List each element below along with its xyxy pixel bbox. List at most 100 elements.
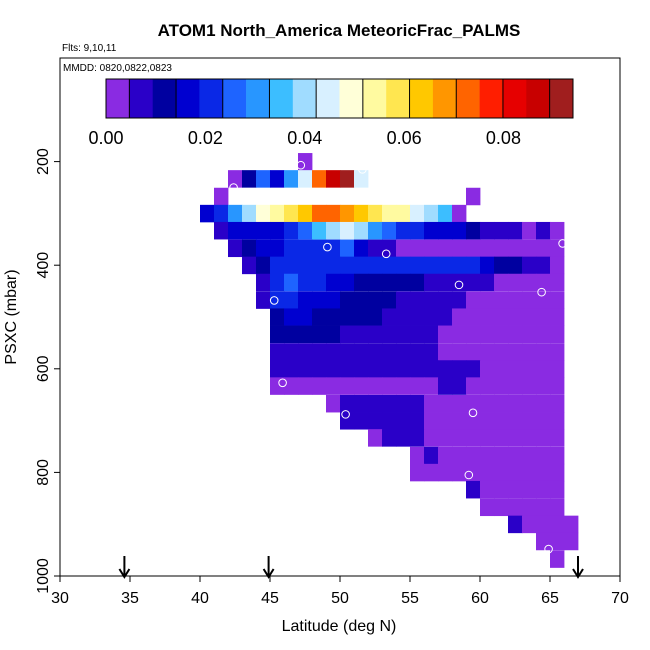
heatmap-cell [466,463,481,482]
heatmap-cell [382,394,397,413]
x-tick-label: 30 [51,590,69,607]
heatmap-cell [466,291,481,309]
heatmap-cell [284,273,299,292]
heatmap-cell [410,273,425,292]
heatmap-cell [410,325,425,344]
colorbar-tick-label: 0.08 [486,128,521,148]
heatmap-cell [550,343,565,361]
heatmap-cell [396,377,411,395]
heatmap-cell [522,515,537,534]
y-tick-label: 1000 [35,558,52,594]
heatmap-cell [312,325,327,344]
heatmap-cell [424,204,439,223]
heatmap-cell [522,325,537,344]
heatmap-cell [382,377,397,395]
x-tick-label: 60 [471,590,489,607]
heatmap-cell [256,170,271,188]
heatmap-cell [522,498,537,517]
heatmap-cell [550,377,565,395]
heatmap-cell [508,429,523,447]
heatmap-cell [438,463,453,482]
heatmap-cell [424,273,439,292]
heatmap-cell [270,360,285,378]
heatmap-cell [424,291,439,309]
x-tick-label: 35 [121,590,139,607]
colorbar-tick-label: 0.06 [387,128,422,148]
heatmap-cell [396,429,411,447]
sample-marker [180,211,189,221]
heatmap-cell [382,291,397,309]
heatmap-cell [466,343,481,361]
heatmap-cell [466,429,481,447]
heatmap-cell [438,412,453,430]
heatmap-cell [298,221,313,240]
colorbar-segment [339,79,364,118]
heatmap-cell [340,204,355,223]
heatmap-cell [452,204,467,223]
heatmap-cell [354,273,369,292]
x-tick-label: 40 [191,590,209,607]
heatmap-cell [270,377,285,395]
heatmap-cell [368,360,383,378]
heatmap-cell [312,377,327,395]
heatmap-cell [536,308,551,326]
heatmap-cell [494,429,509,447]
heatmap-cell [340,325,355,344]
heatmap-cell [326,308,341,326]
heatmap-cell [382,204,397,223]
heatmap-cell [228,204,243,223]
heatmap-cell [326,343,341,361]
heatmap-cell [508,394,523,413]
heatmap-cell [368,325,383,344]
colorbar-segment [222,79,247,118]
sample-marker [381,249,391,259]
heatmap-cell [452,463,467,482]
heatmap-cell [508,291,523,309]
heatmap-cell [480,446,495,465]
y-tick-label: 400 [35,252,52,279]
colorbar-segment [269,79,294,118]
heatmap-cell [298,291,313,309]
heatmap-cell [354,325,369,344]
colorbar-tick-labels: 0.00 0.02 0.04 0.06 0.08 [88,128,520,148]
heatmap-cell [494,291,509,309]
heatmap-cell [312,360,327,378]
heatmap-cell [354,412,369,430]
heatmap-cell [424,221,439,240]
heatmap-cell [550,360,565,378]
sample-marker [278,378,287,388]
heatmap-cell [340,291,355,309]
heatmap-cell [354,377,369,395]
flight-arrows [118,556,584,579]
x-tick-label: 50 [331,590,349,607]
dates-label: MMDD: 0820,0822,0823 [63,63,172,74]
heatmap-cell [480,343,495,361]
heatmap-cell [270,343,285,361]
heatmap-cell [214,187,229,206]
heatmap-cell [242,221,257,240]
heatmap-cell [312,291,327,309]
heatmap-cell [508,343,523,361]
heatmap-cell [410,239,425,258]
heatmap-cell [410,463,425,482]
heatmap-cell [466,480,481,499]
colorbar-tick-label: 0.02 [188,128,223,148]
heatmap-cell [396,360,411,378]
heatmap-cell [522,463,537,482]
heatmap-cell [480,221,495,240]
colorbar-frame [105,78,574,119]
heatmap-cell [368,204,383,223]
x-tick-label: 45 [261,590,279,607]
heatmap-cell [536,429,551,447]
heatmap-cell [452,291,467,309]
heatmap-cell [326,170,341,188]
heatmap-cell [480,273,495,292]
heatmap-cell [508,256,523,275]
heatmap-cell [550,325,565,344]
heatmap-cell [326,256,341,275]
heatmap-cell [550,429,565,447]
heatmap-cell [284,360,299,378]
heatmap-cell [256,273,271,292]
heatmap-cell [550,221,565,240]
heatmap-cell [228,170,243,188]
